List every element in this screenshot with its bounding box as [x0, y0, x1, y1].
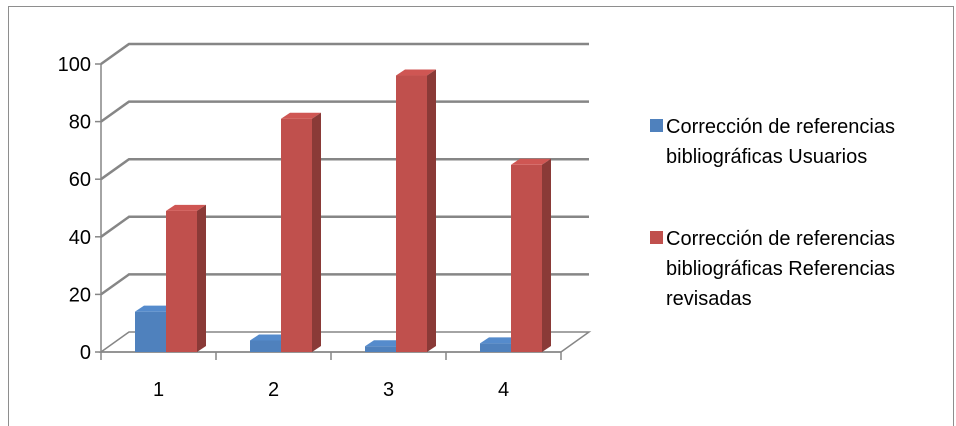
bars — [135, 69, 551, 353]
gridlines — [98, 42, 592, 353]
bar-side — [312, 112, 321, 352]
bar-side — [427, 69, 436, 353]
bar-side — [197, 204, 206, 352]
bar-front — [166, 210, 197, 352]
gridline-80 — [100, 100, 589, 123]
gridline-100 — [100, 42, 589, 66]
bar-front — [365, 346, 396, 352]
legend-label-2: Corrección de referencias — [666, 228, 895, 250]
y-tick-label: 100 — [58, 54, 91, 76]
bar-front — [480, 343, 511, 352]
bar-side — [542, 158, 551, 352]
bar-top — [396, 69, 436, 76]
bar-front — [281, 118, 312, 352]
bar-front — [135, 311, 166, 352]
y-tick-label: 20 — [69, 284, 91, 306]
bar-top — [250, 334, 290, 341]
bar-top — [281, 112, 321, 119]
bar-top — [365, 340, 405, 347]
legend-swatch-2 — [650, 231, 663, 244]
bar-top — [135, 305, 175, 312]
x-tick-label: 4 — [498, 379, 509, 401]
y-tick-label: 60 — [69, 169, 91, 191]
bar-front — [250, 340, 281, 352]
x-tick-label: 3 — [383, 379, 394, 401]
bar-front — [511, 164, 542, 352]
bar-top — [166, 204, 206, 211]
legend-label-2: revisadas — [666, 288, 752, 310]
legend: Corrección de referencias bibliográficas … — [650, 116, 895, 310]
bar-referencias-4 — [511, 158, 551, 352]
bar-top — [511, 158, 551, 165]
bar-referencias-1 — [166, 204, 206, 352]
legend-swatch-1 — [650, 119, 663, 132]
tick-labels: 0 20 40 60 80 100 1 2 3 4 — [58, 54, 509, 401]
x-tick-label: 1 — [153, 379, 164, 401]
bar-referencias-3 — [396, 69, 436, 353]
legend-label-1: Corrección de referencias — [666, 116, 895, 138]
y-tick-label: 0 — [80, 342, 91, 364]
x-tick-label: 2 — [268, 379, 279, 401]
y-tick-label: 80 — [69, 112, 91, 134]
chart-frame — [8, 6, 954, 426]
bar-referencias-2 — [281, 112, 321, 352]
legend-label-2: bibliográficas Referencias — [666, 258, 895, 280]
y-tick-label: 40 — [69, 227, 91, 249]
bar-front — [396, 75, 427, 353]
bar-top — [480, 337, 520, 344]
legend-label-1: bibliográficas Usuarios — [666, 146, 867, 168]
